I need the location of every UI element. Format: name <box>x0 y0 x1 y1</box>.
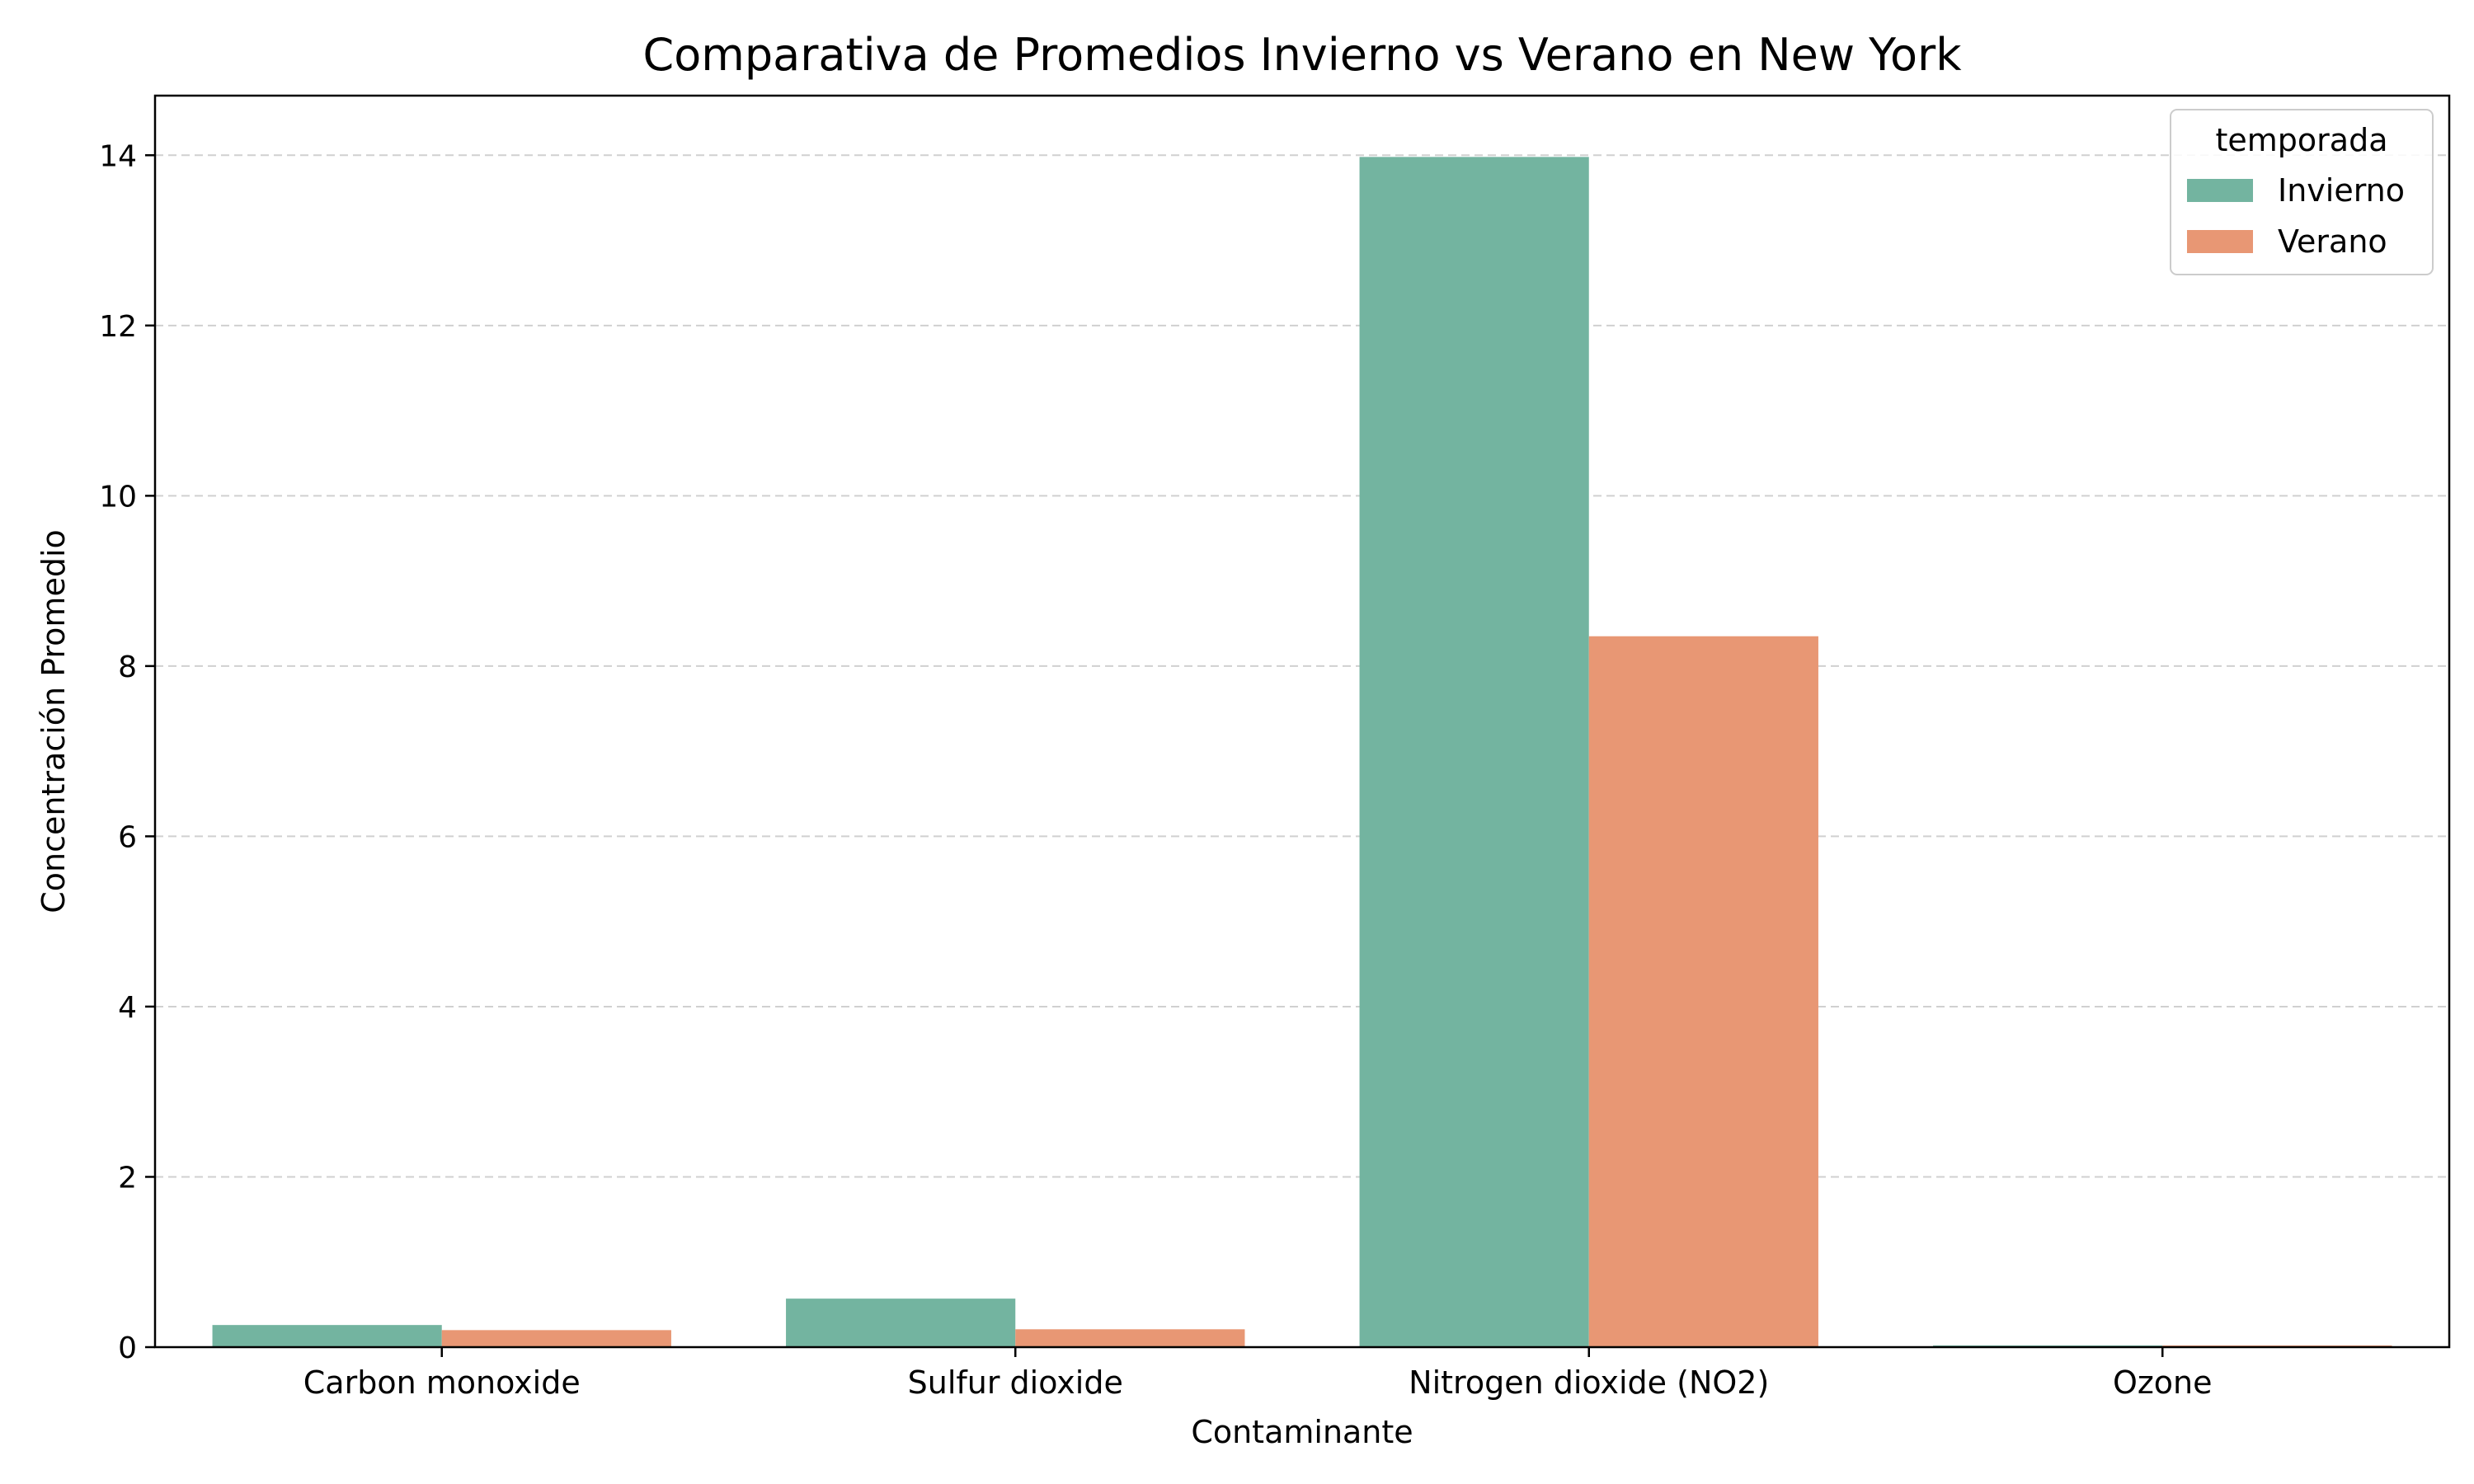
legend: temporada Invierno Verano <box>2170 109 2434 275</box>
x-tick-label: Nitrogen dioxide (NO2) <box>1409 1364 1769 1401</box>
bar-invierno-0 <box>212 1325 442 1347</box>
y-tick-label: 0 <box>118 1331 137 1365</box>
y-tick-label: 14 <box>99 139 137 173</box>
x-tick-label: Carbon monoxide <box>303 1364 581 1401</box>
legend-swatch-invierno <box>2187 179 2253 202</box>
y-tick-label: 4 <box>118 991 137 1025</box>
x-axis-label: Contaminante <box>1191 1414 1413 1450</box>
y-tick-label: 2 <box>118 1161 137 1195</box>
x-axis: Carbon monoxide Sulfur dioxide Nitrogen di… <box>303 1347 2213 1401</box>
legend-label-verano: Verano <box>2278 223 2387 260</box>
y-tick-label: 6 <box>118 820 137 854</box>
y-axis: 0 2 4 6 8 10 12 14 <box>99 139 155 1365</box>
legend-swatch-verano <box>2187 230 2253 253</box>
bar-verano-0 <box>441 1330 671 1347</box>
y-axis-label: Concentración Promedio <box>35 529 72 913</box>
bar-invierno-2 <box>1359 157 1589 1347</box>
bar-invierno-1 <box>786 1298 1016 1347</box>
bar-verano-1 <box>1015 1329 1245 1347</box>
y-tick-label: 10 <box>99 480 137 514</box>
legend-label-invierno: Invierno <box>2278 172 2405 209</box>
gridlines <box>155 154 2449 1178</box>
legend-title: temporada <box>2216 122 2388 158</box>
bars <box>212 157 2392 1347</box>
chart-title: Comparativa de Promedios Invierno vs Ver… <box>642 29 1962 81</box>
x-tick-label: Ozone <box>2113 1364 2213 1401</box>
y-tick-label: 12 <box>99 310 137 344</box>
bar-verano-2 <box>1588 636 1818 1347</box>
plot-frame <box>153 94 2451 1349</box>
y-tick-label: 8 <box>118 650 137 684</box>
x-tick-label: Sulfur dioxide <box>908 1364 1123 1401</box>
